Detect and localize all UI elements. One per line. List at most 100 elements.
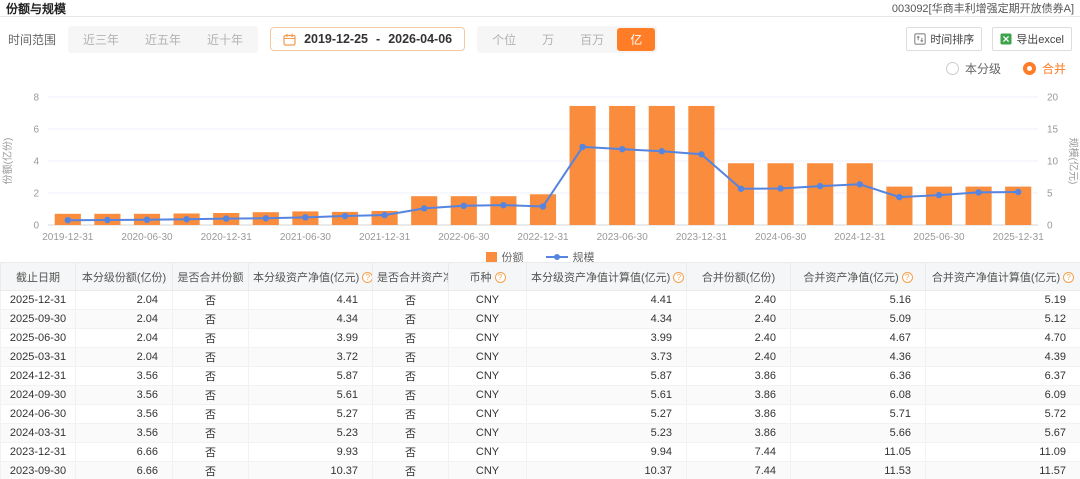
legend-scale[interactable]: 规模 [545, 249, 595, 265]
share-bar[interactable] [648, 105, 675, 225]
table-cell: 2.04 [75, 290, 173, 310]
table-cell: 否 [172, 385, 249, 405]
scale-point[interactable] [223, 215, 230, 222]
table-cell: 否 [372, 404, 449, 424]
info-icon[interactable]: ? [673, 271, 685, 283]
scale-point[interactable] [183, 216, 190, 223]
table-cell: 2025-06-30 [0, 328, 76, 348]
scale-point[interactable] [262, 215, 269, 222]
share-bar[interactable] [450, 196, 477, 225]
left-axis-tick: 6 [33, 125, 39, 136]
scale-point[interactable] [737, 185, 745, 192]
x-axis-label: 2019-12-31 [42, 232, 94, 243]
range-option-近五年[interactable]: 近五年 [145, 32, 182, 47]
table-cell: 6.66 [75, 461, 173, 479]
page-title: 份额与规模 [6, 1, 67, 16]
range-option-近十年[interactable]: 近十年 [207, 32, 244, 47]
scale-point[interactable] [817, 182, 824, 190]
scale-point[interactable] [341, 212, 349, 220]
scale-point[interactable] [619, 145, 626, 153]
calendar-icon [283, 33, 296, 46]
scale-point[interactable] [698, 151, 705, 158]
scale-point[interactable] [421, 205, 428, 212]
scale-point[interactable] [935, 191, 943, 199]
table-cell: 5.61 [526, 385, 687, 405]
table-cell: 2.04 [75, 328, 173, 348]
table-cell: 否 [172, 309, 249, 329]
table-cell: 5.67 [925, 423, 1080, 443]
unit-option-个位[interactable]: 个位 [492, 32, 517, 47]
scale-point[interactable] [777, 185, 784, 192]
table-row: 2024-06-30 3.56 否 5.27 否 CNY 5.27 3.86 5.71 5.72 [0, 404, 1080, 424]
scale-point[interactable] [500, 201, 507, 209]
unit-option-万[interactable]: 万 [542, 32, 555, 47]
scale-point[interactable] [302, 214, 309, 221]
scale-point[interactable] [896, 193, 903, 201]
scale-point[interactable] [579, 143, 586, 151]
share-bar[interactable] [490, 196, 517, 225]
column-header-label: 本分级资产净值计算值(亿元) [531, 271, 671, 284]
time-sort-button[interactable]: 时间排序 [906, 27, 983, 51]
table-cell: 6.09 [925, 385, 1080, 405]
table-cell: 3.99 [248, 328, 373, 348]
share-bar[interactable] [807, 163, 834, 225]
date-range-picker[interactable]: 2019-12-25 - 2026-04-06 [270, 27, 466, 51]
info-icon[interactable]: ? [362, 271, 372, 283]
share-scale-chart[interactable]: 0 0 2 5 4 10 6 15 8 20 2019-12-31 2020-06-30 2020-12… [0, 82, 1080, 244]
scale-point[interactable] [856, 181, 863, 188]
table-cell: 3.56 [75, 385, 173, 405]
share-bar[interactable] [688, 105, 715, 225]
unit-option-百万[interactable]: 百万 [580, 32, 605, 47]
table-cell: 5.27 [526, 404, 687, 424]
radio-合并[interactable]: 合并 [1022, 60, 1066, 77]
info-icon[interactable]: ? [1063, 271, 1075, 283]
table-cell: 2.04 [75, 347, 173, 367]
table-cell: 10.37 [526, 461, 687, 479]
x-axis-label: 2024-06-30 [755, 232, 807, 243]
unit-option-亿[interactable]: 亿 [617, 27, 656, 51]
right-axis-tick: 20 [1047, 93, 1059, 104]
table-row: 2025-06-30 2.04 否 3.99 否 CNY 3.99 2.40 4.67 4.70 [0, 328, 1080, 348]
info-icon[interactable]: ? [901, 271, 913, 283]
export-excel-button[interactable]: 导出excel [992, 27, 1072, 51]
column-header-label: 合并份额(亿份) [701, 271, 776, 284]
date-end[interactable]: 2026-04-06 [388, 32, 453, 46]
table-cell: 否 [372, 290, 449, 310]
scale-point[interactable] [539, 203, 547, 210]
share-bar[interactable] [767, 163, 794, 225]
column-header-label: 是否合并资产净值 [377, 271, 448, 284]
scale-point[interactable] [64, 217, 72, 224]
table-cell: 2.04 [75, 309, 173, 329]
date-start[interactable]: 2019-12-25 [304, 32, 369, 46]
x-axis-label: 2022-06-30 [438, 232, 490, 243]
table-row: 2023-09-30 6.66 否 10.37 否 CNY 10.37 7.44 11.53 11… [0, 461, 1080, 479]
share-bar[interactable] [569, 105, 596, 225]
info-icon[interactable]: ? [494, 271, 506, 283]
scale-line-icon [545, 254, 568, 260]
table-cell: CNY [448, 347, 527, 367]
share-bar[interactable] [727, 163, 755, 225]
share-bar[interactable] [886, 186, 913, 225]
scale-point[interactable] [381, 211, 388, 219]
column-header-label: 截止日期 [16, 271, 60, 284]
scale-point[interactable] [104, 216, 111, 224]
scale-point[interactable] [658, 148, 665, 155]
legend-share[interactable]: 份额 [485, 249, 524, 265]
table-cell: 9.94 [526, 442, 687, 462]
scale-point[interactable] [143, 216, 151, 223]
column-header: 本分级份额(亿份) [75, 262, 173, 291]
table-cell: 否 [372, 423, 449, 443]
share-bar[interactable] [846, 163, 873, 225]
scale-point[interactable] [975, 189, 982, 196]
scale-point[interactable] [1015, 188, 1022, 196]
scale-point[interactable] [460, 202, 467, 209]
radio-本分级[interactable]: 本分级 [945, 60, 1001, 77]
right-axis-tick: 10 [1047, 157, 1059, 168]
table-row: 2025-12-31 2.04 否 4.41 否 CNY 4.41 2.40 5.16 5.19 [0, 290, 1080, 310]
table-cell: 2.40 [686, 290, 791, 310]
range-option-近三年[interactable]: 近三年 [83, 32, 120, 47]
share-bar[interactable] [609, 105, 636, 225]
table-cell: CNY [448, 385, 527, 405]
table-cell: 否 [372, 461, 449, 479]
table-cell: 4.39 [925, 347, 1080, 367]
